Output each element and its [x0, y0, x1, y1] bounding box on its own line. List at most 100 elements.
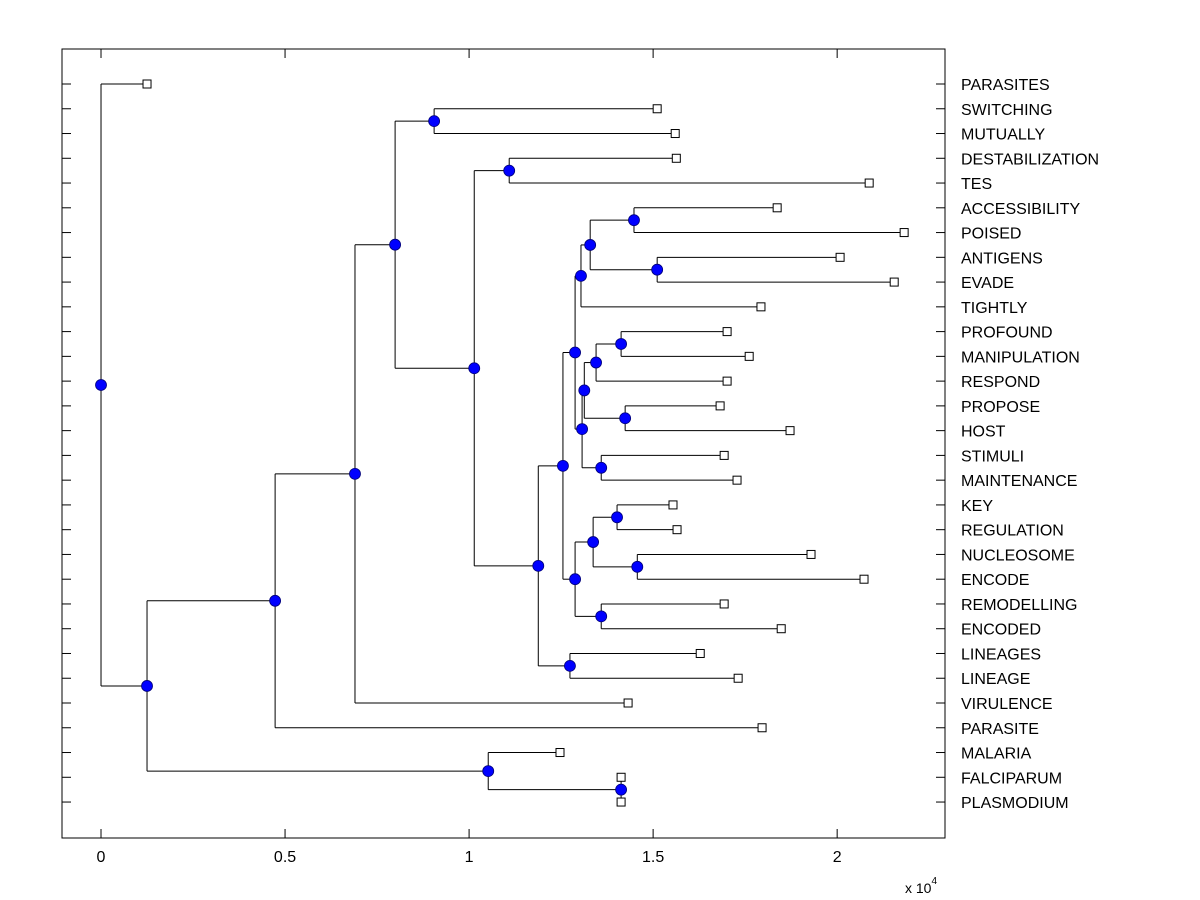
- leaf-marker-profound: [722, 327, 732, 337]
- leaf-label-lineage: LINEAGE: [961, 671, 1030, 688]
- leaf-marker-nucleosome: [806, 549, 816, 559]
- leaf-label-regulation: REGULATION: [961, 523, 1064, 540]
- leaf-marker-evade: [889, 277, 899, 287]
- leaf-label-poised: POISED: [961, 226, 1021, 243]
- leaf-label-lineages: LINEAGES: [961, 646, 1041, 663]
- leaf-marker-tightly: [756, 302, 766, 312]
- leaf-marker-lineage: [733, 673, 743, 683]
- node-marker: [482, 765, 495, 777]
- node-marker: [619, 412, 632, 425]
- leaf-label-stimuli: STIMULI: [961, 448, 1024, 465]
- leaf-marker-accessibility: [772, 203, 782, 213]
- node-marker: [428, 115, 441, 128]
- x-multiplier-label: x 104: [905, 876, 937, 896]
- node-marker: [576, 423, 588, 435]
- leaf-label-accessibility: ACCESSIBILITY: [961, 201, 1080, 218]
- leaf-label-antigens: ANTIGENS: [961, 250, 1043, 267]
- leaf-marker-antigens: [835, 252, 845, 262]
- leaf-labels: PARASITES SWITCHING MUTUALLY DESTABILIZATIO…: [961, 77, 1099, 812]
- node-marker: [389, 238, 402, 251]
- axes-box: [61, 48, 946, 839]
- leaf-label-plasmodium: PLASMODIUM: [961, 795, 1069, 812]
- leaf-label-remodelling: REMODELLING: [961, 597, 1077, 614]
- leaf-label-host: HOST: [961, 424, 1006, 441]
- leaf-label-tightly: TIGHTLY: [961, 300, 1028, 317]
- dendrogram-links: [100, 83, 905, 803]
- leaf-label-virulence: VIRULENCE: [961, 696, 1053, 713]
- node-marker: [569, 346, 581, 359]
- x-multiplier-base: x 10: [905, 880, 932, 896]
- node-marker: [631, 560, 644, 573]
- node-marker: [595, 610, 608, 623]
- node-marker: [611, 511, 623, 524]
- leaf-marker-stimuli: [719, 450, 729, 460]
- leaf-label-respond: RESPOND: [961, 374, 1040, 391]
- node-marker: [141, 680, 153, 692]
- leaf-marker-poised: [899, 228, 909, 238]
- leaf-marker-destabilization: [671, 153, 681, 163]
- leaf-marker-remodelling: [719, 599, 729, 609]
- node-marker: [584, 239, 597, 251]
- node-marker: [569, 573, 581, 586]
- leaf-marker-propose: [715, 401, 725, 411]
- leaf-marker-lineages: [695, 648, 705, 658]
- leaf-label-propose: PROPOSE: [961, 399, 1040, 416]
- node-marker: [615, 783, 627, 796]
- leaf-marker-key: [668, 500, 678, 510]
- leaf-marker-falciparum: [616, 772, 626, 782]
- leaf-marker-maintenance: [732, 475, 742, 485]
- x-tick-label: 1: [465, 849, 474, 866]
- leaf-label-falciparum: FALCIPARUM: [961, 770, 1062, 787]
- leaf-marker-tes: [864, 178, 874, 188]
- leaf-marker-manipulation: [744, 351, 754, 361]
- x-multiplier-exponent: 4: [931, 876, 937, 887]
- leaf-label-parasites: PARASITES: [961, 77, 1050, 94]
- leaf-label-malaria: MALARIA: [961, 746, 1032, 763]
- x-tick-label: 0.5: [274, 849, 296, 866]
- leaf-label-key: KEY: [961, 498, 993, 515]
- node-marker: [595, 461, 608, 474]
- node-marker: [651, 263, 664, 276]
- node-marker: [468, 362, 481, 375]
- leaf-label-manipulation: MANIPULATION: [961, 349, 1080, 366]
- leaf-marker-plasmodium: [616, 797, 626, 807]
- leaf-label-encoded: ENCODED: [961, 622, 1041, 639]
- leaf-marker-host: [785, 426, 795, 436]
- leaf-label-nucleosome: NUCLEOSOME: [961, 547, 1075, 564]
- leaf-label-tes: TES: [961, 176, 992, 193]
- x-tick-label: 2: [833, 849, 842, 866]
- leaf-marker-parasite: [757, 723, 767, 733]
- leaf-marker-parasites: [142, 79, 152, 89]
- leaf-label-profound: PROFOUND: [961, 325, 1053, 342]
- leaf-label-destabilization: DESTABILIZATION: [961, 151, 1099, 168]
- node-markers: [95, 115, 664, 796]
- node-marker: [532, 559, 545, 572]
- node-marker: [503, 164, 516, 177]
- node-marker: [564, 659, 576, 672]
- leaf-label-encode: ENCODE: [961, 572, 1029, 589]
- leaf-marker-virulence: [623, 698, 633, 708]
- x-tick-label: 1.5: [642, 849, 664, 866]
- leaf-label-parasite: PARASITE: [961, 721, 1039, 738]
- leaf-label-mutually: MUTUALLY: [961, 127, 1045, 144]
- leaf-marker-encode: [859, 574, 869, 584]
- leaf-marker-switching: [652, 104, 662, 114]
- leaf-label-switching: SWITCHING: [961, 102, 1053, 119]
- y-axis-ticks: [62, 83, 945, 803]
- leaf-marker-malaria: [555, 748, 565, 758]
- leaf-marker-mutually: [670, 129, 680, 139]
- node-marker: [628, 214, 640, 227]
- leaf-label-evade: EVADE: [961, 275, 1014, 292]
- x-axis-ticks: 0 0.5 1 1.5 2: [97, 49, 842, 866]
- node-marker: [269, 594, 282, 607]
- x-tick-label: 0: [97, 849, 106, 866]
- node-marker: [590, 356, 602, 369]
- node-marker: [615, 338, 627, 350]
- leaf-marker-encoded: [776, 624, 786, 634]
- node-marker: [349, 467, 361, 480]
- node-marker: [557, 459, 569, 472]
- leaf-label-maintenance: MAINTENANCE: [961, 473, 1077, 490]
- node-marker: [587, 536, 600, 548]
- leaf-markers: [142, 79, 909, 807]
